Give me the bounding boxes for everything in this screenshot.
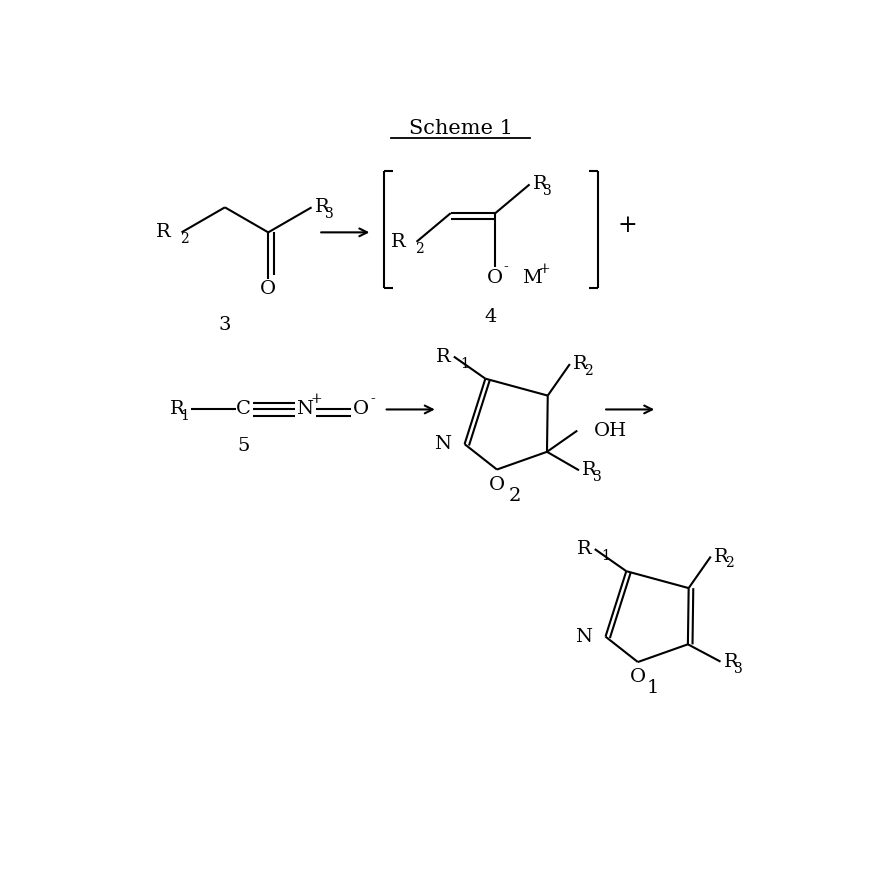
- Text: R: R: [582, 461, 597, 479]
- Text: R: R: [169, 400, 185, 418]
- Text: R: R: [436, 347, 451, 366]
- Text: +: +: [538, 262, 550, 276]
- Text: R: R: [577, 540, 591, 558]
- Text: N: N: [296, 400, 313, 418]
- Text: 4: 4: [485, 308, 497, 326]
- Text: O: O: [487, 269, 504, 286]
- Text: O: O: [489, 476, 505, 494]
- Text: 3: 3: [735, 661, 743, 675]
- Text: 2: 2: [725, 557, 733, 570]
- Text: R: R: [724, 652, 738, 671]
- Text: 3: 3: [593, 470, 601, 484]
- Text: 2: 2: [508, 487, 521, 505]
- Text: O: O: [260, 280, 276, 298]
- Text: 2: 2: [180, 232, 189, 247]
- Text: 3: 3: [325, 207, 334, 221]
- Text: Scheme 1: Scheme 1: [409, 119, 513, 138]
- Text: R: R: [391, 232, 406, 251]
- Text: +: +: [310, 392, 322, 407]
- Text: 3: 3: [219, 316, 231, 334]
- Text: -: -: [371, 392, 375, 407]
- Text: 1: 1: [460, 356, 469, 370]
- Text: R: R: [533, 175, 547, 194]
- Text: +: +: [617, 214, 637, 237]
- Text: R: R: [714, 547, 728, 566]
- Text: 1: 1: [180, 409, 189, 423]
- Text: OH: OH: [594, 422, 627, 439]
- Text: O: O: [353, 400, 368, 418]
- Text: -: -: [504, 260, 509, 274]
- Text: O: O: [630, 668, 646, 686]
- Text: 2: 2: [583, 364, 592, 378]
- Text: 5: 5: [237, 438, 250, 455]
- Text: R: R: [573, 355, 588, 373]
- Text: 2: 2: [415, 241, 424, 255]
- Text: 1: 1: [647, 679, 659, 697]
- Text: R: R: [314, 198, 330, 217]
- Text: 3: 3: [544, 185, 552, 198]
- Text: 1: 1: [601, 549, 610, 563]
- Text: N: N: [574, 628, 591, 645]
- Text: M: M: [522, 269, 542, 286]
- Text: R: R: [156, 224, 171, 241]
- Text: C: C: [237, 400, 251, 418]
- Text: N: N: [434, 435, 451, 453]
